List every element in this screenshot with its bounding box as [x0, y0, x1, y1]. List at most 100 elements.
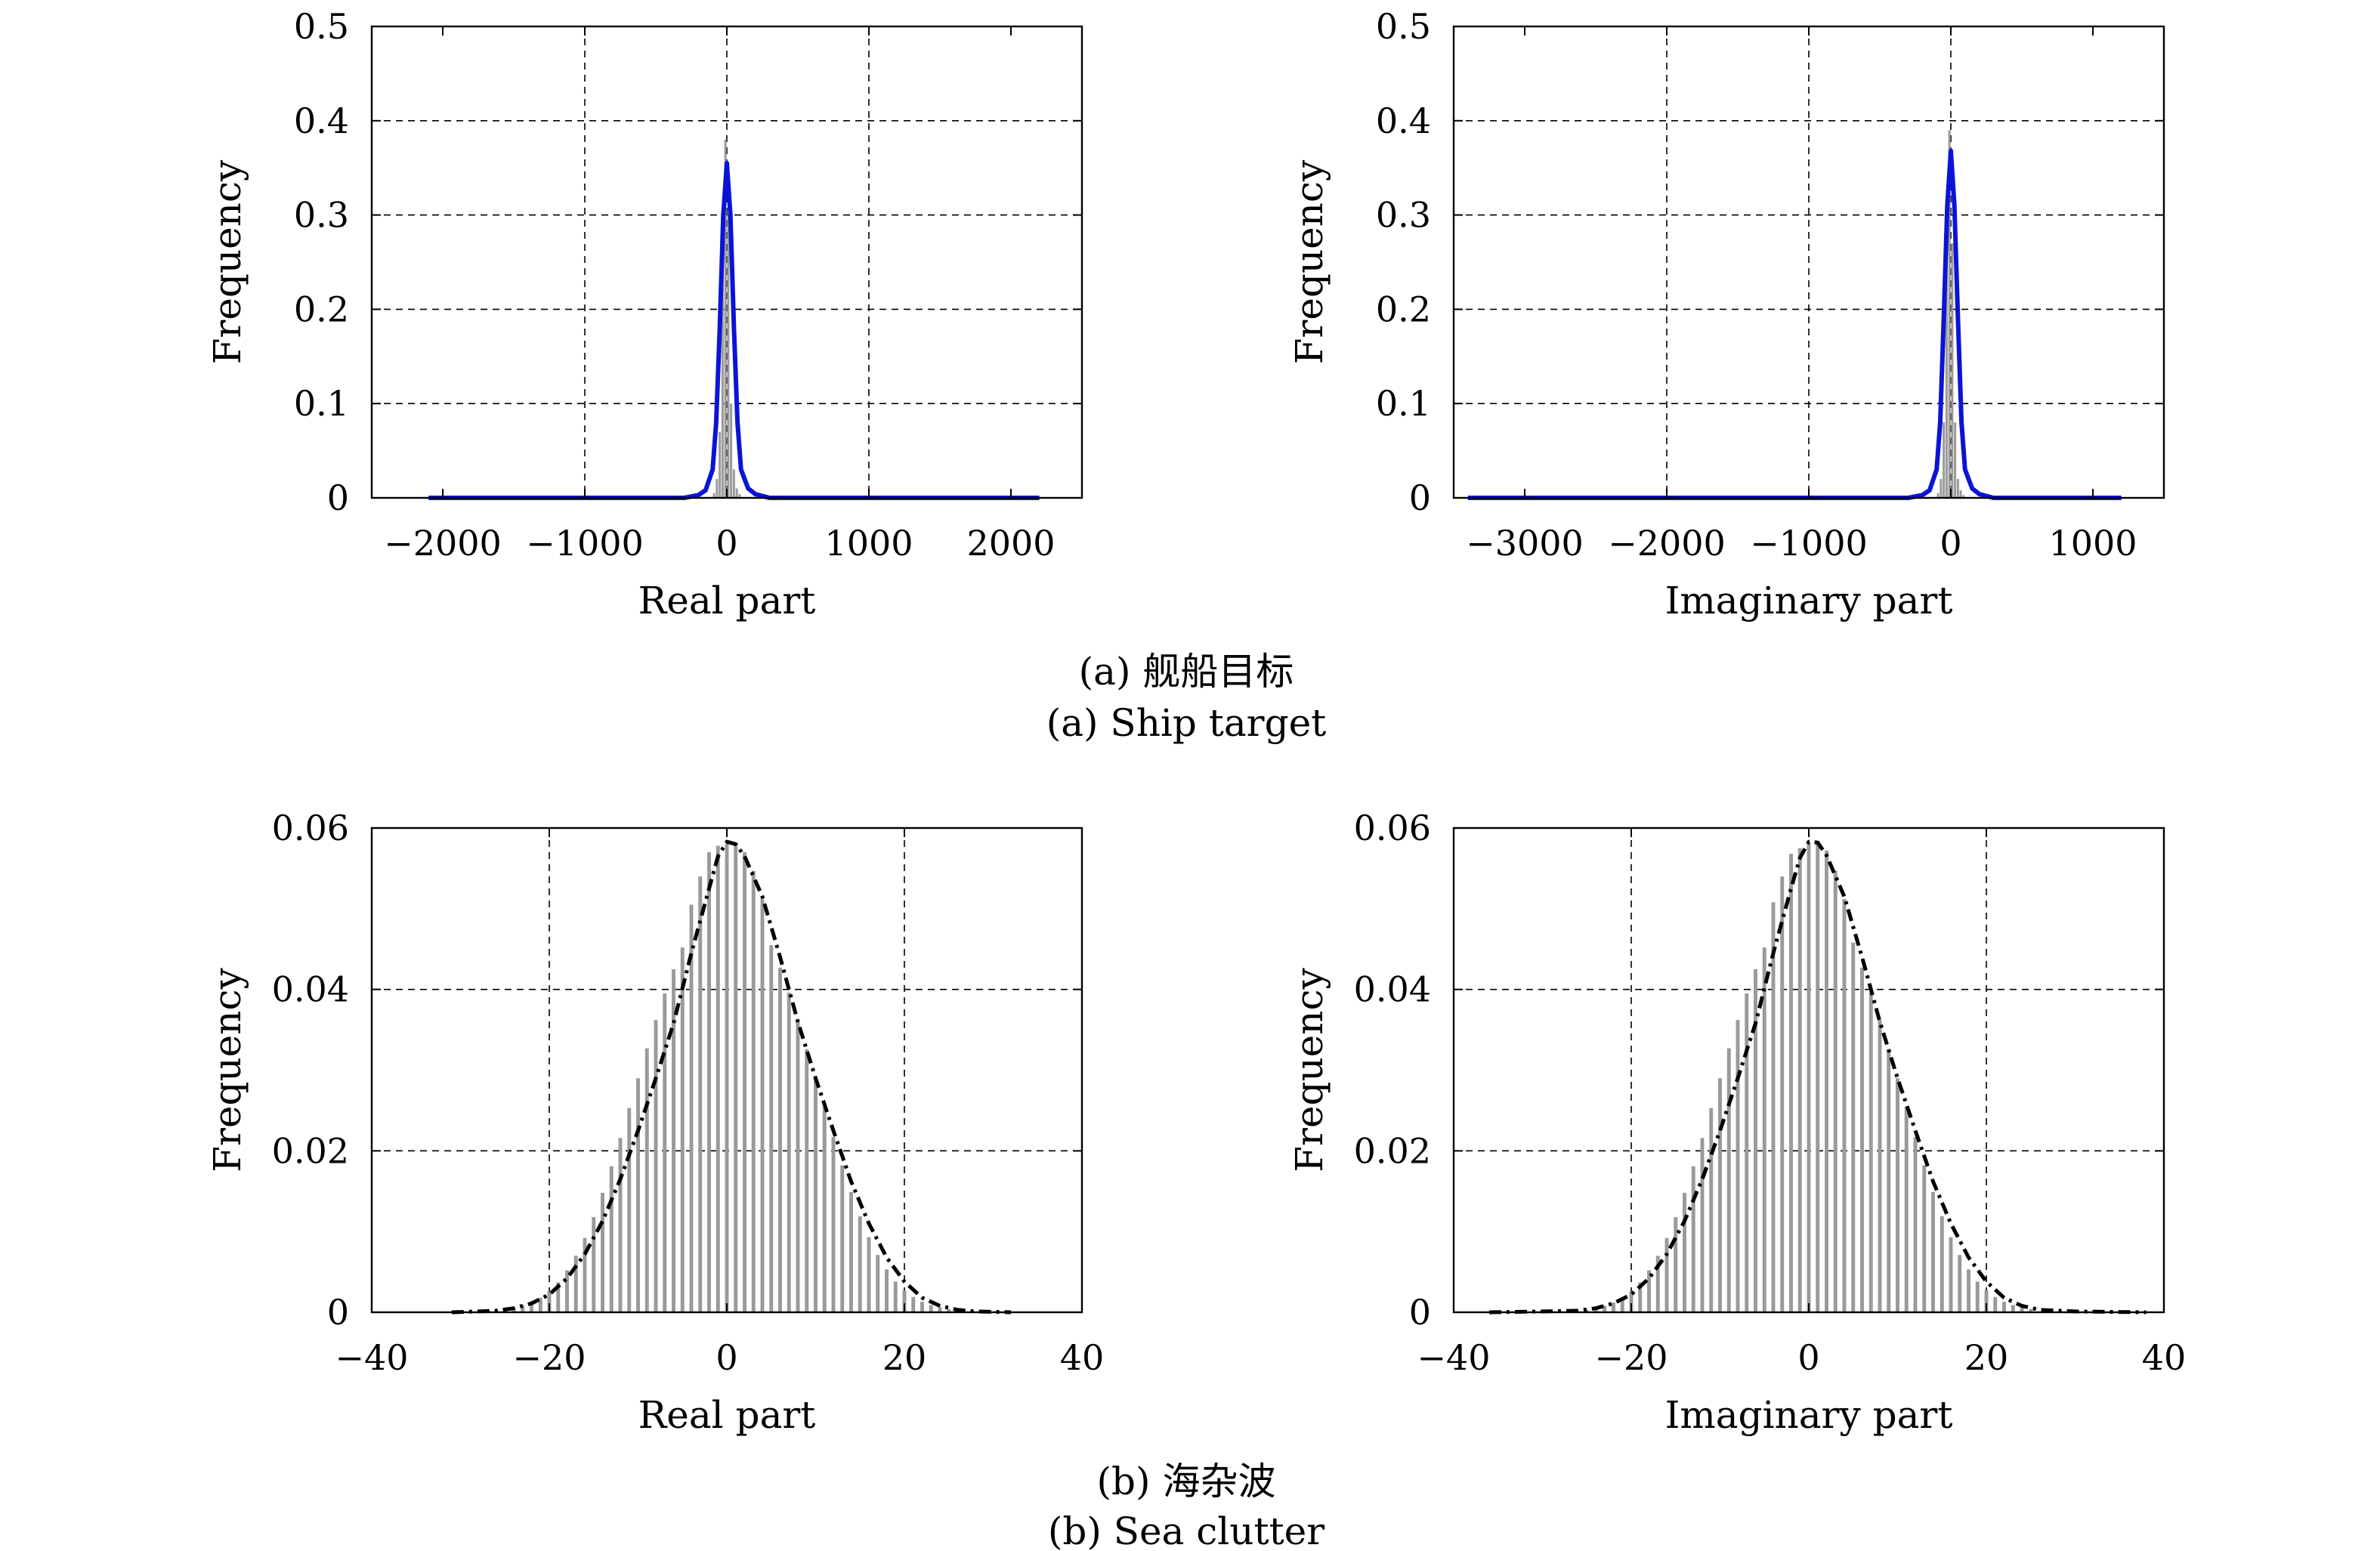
histogram-bar [556, 1282, 561, 1312]
histogram-bar [911, 1296, 916, 1312]
y-axis-label: Frequency [1287, 159, 1331, 364]
histogram-bar [1833, 870, 1838, 1312]
histogram-bar [1993, 1296, 1998, 1312]
histogram-bar [867, 1237, 871, 1312]
histogram-bar [672, 969, 675, 1312]
histogram-bar [698, 876, 703, 1312]
fit-curve [451, 839, 1012, 1315]
y-tick-label: 0.1 [1376, 383, 1431, 424]
histogram-bar [663, 993, 667, 1312]
histogram-bar [1887, 1049, 1891, 1312]
histogram-bar [689, 904, 694, 1312]
histogram-bar [725, 844, 729, 1312]
histogram-bar [831, 1137, 836, 1312]
y-tick-label: 0 [1409, 477, 1431, 518]
histogram-bar [734, 842, 738, 1312]
x-tick-label: 0 [716, 1337, 737, 1378]
x-tick-label: −1000 [526, 523, 644, 564]
histogram-bar [1612, 1302, 1615, 1312]
histogram-bar [712, 493, 716, 498]
histogram-bar [1975, 1281, 1980, 1312]
histogram-bar [512, 1308, 516, 1312]
histogram-bar [1754, 969, 1757, 1312]
histogram-bar [1851, 942, 1856, 1312]
histogram-bar [716, 845, 720, 1312]
y-tick-label: 0.2 [294, 289, 349, 329]
histogram-bar [1904, 1107, 1909, 1312]
histogram-bar [627, 1108, 632, 1312]
x-tick-label: 20 [882, 1337, 927, 1378]
histogram-bar [849, 1191, 853, 1312]
histogram-bar [2020, 1307, 2024, 1312]
x-tick-label: −40 [335, 1337, 408, 1378]
histogram-bar [573, 1256, 578, 1312]
histogram-bar [1683, 1192, 1686, 1312]
x-tick-label: 40 [1060, 1337, 1105, 1378]
histogram-bar [1629, 1291, 1634, 1312]
y-tick-label: 0.3 [294, 195, 349, 236]
histogram-bar [1940, 479, 1943, 498]
histogram-bar [796, 1020, 800, 1312]
histogram-bar [902, 1290, 907, 1312]
x-tick-label: 20 [1964, 1337, 2009, 1378]
y-tick-label: 0.1 [294, 383, 349, 424]
x-tick-label: −20 [1594, 1337, 1668, 1378]
histogram-bar [929, 1305, 933, 1312]
histogram-bar [1674, 1216, 1678, 1312]
histogram-bar [1951, 243, 1954, 498]
x-tick-label: 0 [1940, 523, 1961, 564]
histogram-bar [1940, 1216, 1944, 1312]
histogram-bar [1956, 479, 1959, 498]
histogram-bar [724, 139, 727, 498]
histogram-bar [1789, 854, 1793, 1312]
histogram-bar [1943, 422, 1946, 498]
histogram-bar [721, 233, 724, 498]
histogram-bar [530, 1302, 533, 1312]
histogram-bar [920, 1302, 924, 1312]
histogram-bar [738, 494, 741, 498]
x-tick-label: −2000 [384, 523, 502, 564]
histogram-bar [1771, 902, 1776, 1312]
histogram-bar [732, 469, 735, 498]
y-axis-label: Frequency [206, 159, 249, 364]
histogram-bar [1638, 1282, 1643, 1312]
y-tick-label: 0.04 [1354, 969, 1431, 1010]
histogram-bar [1745, 993, 1749, 1312]
x-axis-label: Real part [638, 579, 816, 623]
histogram-bar [1709, 1108, 1714, 1312]
histogram-bar [1603, 1305, 1607, 1312]
histogram-bar [583, 1237, 587, 1312]
y-tick-label: 0.04 [272, 969, 349, 1010]
histogram-bar [1913, 1137, 1918, 1312]
y-axis-label: Frequency [1287, 968, 1331, 1173]
histogram-bar [644, 1048, 649, 1312]
chart-ship-imaginary: −3000 −2000 −1000 0 1000 0 0.1 0.2 0.3 0.4 0.5 Imag… [1287, 6, 2165, 623]
x-axis-label: Real part [638, 1393, 816, 1437]
x-tick-label: 2000 [966, 523, 1055, 564]
histogram-bar [1825, 850, 1828, 1312]
histogram-bar [1797, 848, 1802, 1312]
histogram-bar [1931, 1191, 1935, 1312]
fit-curve [1488, 839, 2147, 1315]
histogram-bar [1860, 967, 1864, 1312]
histogram-bar [1878, 1020, 1882, 1312]
x-tick-label: 0 [1797, 1337, 1819, 1378]
histogram-bar [787, 992, 791, 1312]
histogram-bar [654, 1020, 658, 1312]
histogram-bar [1647, 1270, 1651, 1312]
histogram-bar [778, 967, 782, 1312]
histogram-bar [719, 431, 722, 498]
histogram-bar [1780, 876, 1785, 1312]
y-tick-label: 0.5 [294, 6, 349, 47]
histogram-bar [2029, 1308, 2033, 1312]
histogram-bar [1655, 1256, 1660, 1312]
y-tick-label: 0 [327, 477, 349, 518]
histogram-bar [680, 947, 685, 1312]
histogram-bar [1959, 490, 1962, 498]
fit-curve [428, 161, 1040, 500]
y-tick-label: 0.5 [1376, 6, 1431, 47]
x-tick-label: −40 [1417, 1337, 1490, 1378]
x-tick-label: 0 [716, 523, 737, 564]
histogram-bar [609, 1166, 614, 1312]
